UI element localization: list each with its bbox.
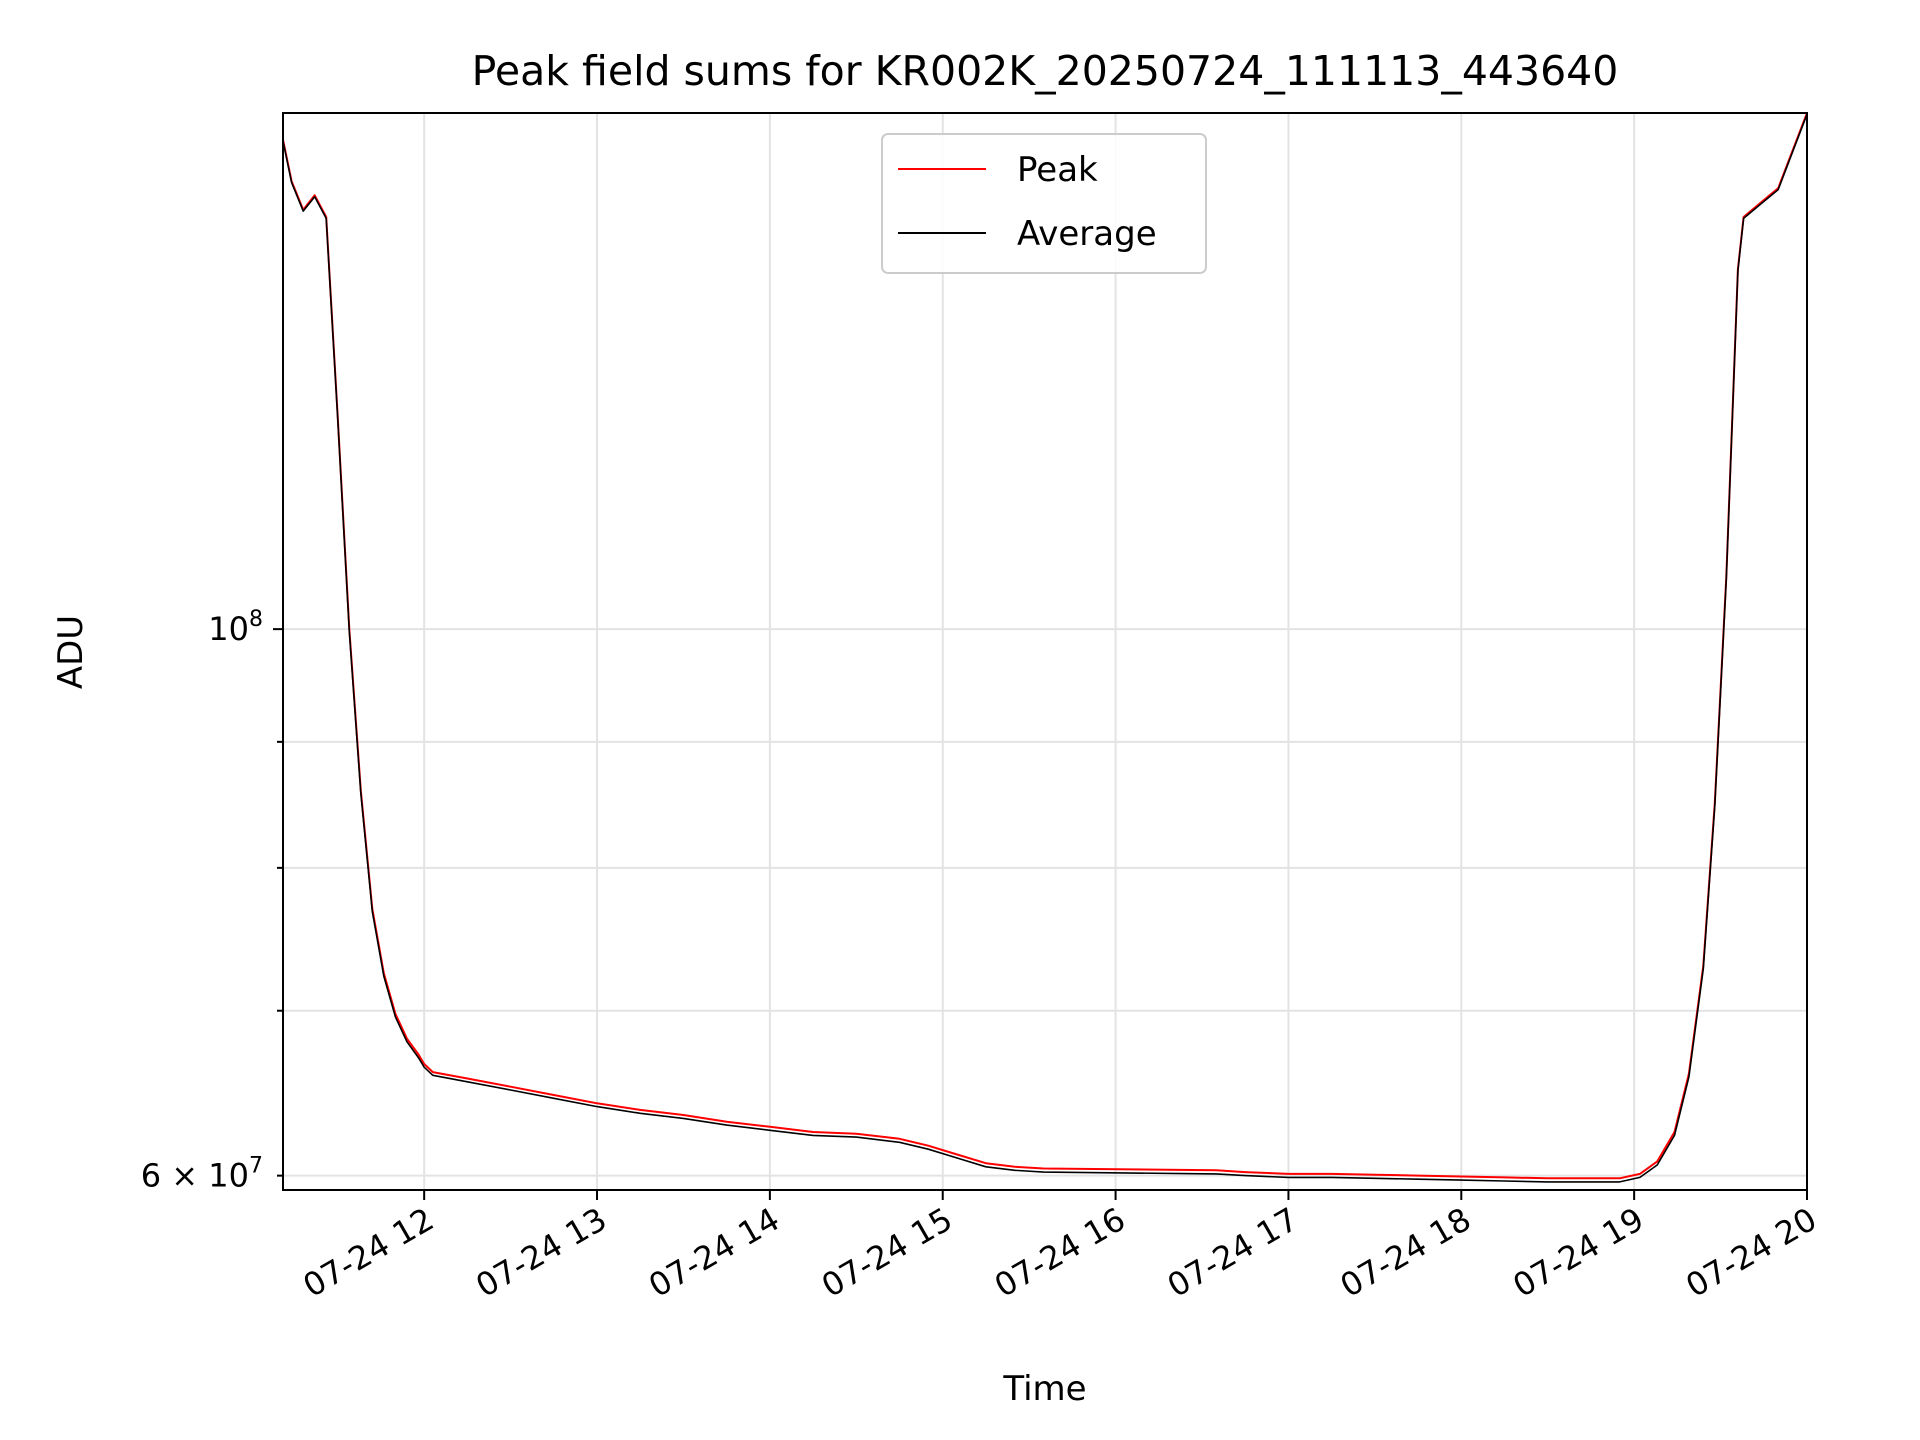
y-axis-title: ADU (51, 615, 91, 689)
y-tick-label-major: 108 (208, 607, 263, 648)
series-layer (282, 112, 1808, 1183)
chart-title: Peak field sums for KR002K_20250724_1111… (472, 47, 1619, 95)
legend-label-peak: Peak (1017, 150, 1098, 190)
y-axis: 108 6 × 107 (141, 607, 283, 1195)
x-axis-title: Time (1002, 1369, 1086, 1409)
y-tick-label-minor: 6 × 107 (141, 1154, 263, 1195)
legend-label-average: Average (1017, 214, 1157, 254)
plot-frame (282, 112, 1808, 1191)
legend: Peak Average (881, 133, 1207, 274)
series-line-average (282, 114, 1808, 1183)
